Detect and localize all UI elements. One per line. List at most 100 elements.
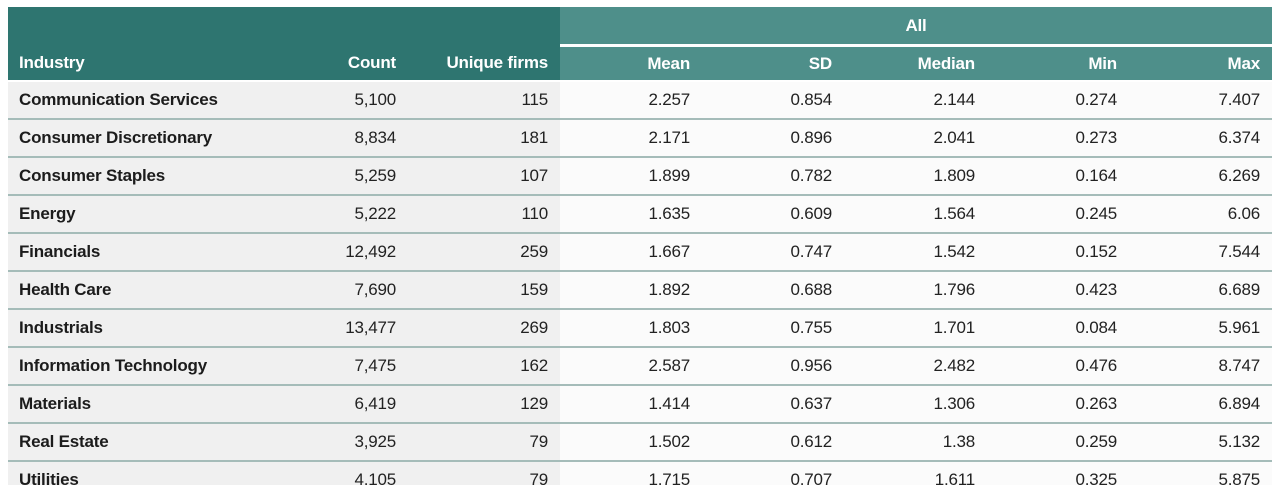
column-header-median: Median [844, 45, 987, 82]
cell-sd: 0.688 [702, 270, 844, 309]
cell-max: 7.544 [1129, 232, 1273, 271]
cell-unique-firms: 159 [408, 270, 560, 309]
cell-min: 0.274 [987, 81, 1129, 119]
cell-count: 5,259 [256, 156, 408, 195]
cell-sd: 0.609 [702, 194, 844, 233]
cell-unique-firms: 79 [408, 460, 560, 485]
column-header-mean: Mean [560, 45, 702, 82]
cell-industry: Consumer Discretionary [8, 118, 256, 157]
cell-mean: 1.667 [560, 232, 702, 271]
header-left-spacer [8, 7, 560, 46]
cell-max: 5.875 [1129, 460, 1273, 485]
cell-max: 6.06 [1129, 194, 1273, 233]
cell-industry: Real Estate [8, 422, 256, 461]
cell-count: 8,834 [256, 118, 408, 157]
cell-mean: 1.502 [560, 422, 702, 461]
cell-industry: Materials [8, 384, 256, 423]
table-row: Communication Services 5,100 115 2.257 0… [8, 81, 1273, 119]
table-row: Utilities 4,105 79 1.715 0.707 1.611 0.3… [8, 460, 1273, 485]
cell-count: 12,492 [256, 232, 408, 271]
cell-sd: 0.612 [702, 422, 844, 461]
cell-max: 6.269 [1129, 156, 1273, 195]
table-body: Communication Services 5,100 115 2.257 0… [8, 81, 1273, 485]
column-header-max: Max [1129, 45, 1273, 82]
cell-sd: 0.956 [702, 346, 844, 385]
cell-mean: 2.587 [560, 346, 702, 385]
cell-min: 0.325 [987, 460, 1129, 485]
cell-unique-firms: 79 [408, 422, 560, 461]
cell-unique-firms: 110 [408, 194, 560, 233]
cell-min: 0.263 [987, 384, 1129, 423]
cell-mean: 1.899 [560, 156, 702, 195]
cell-sd: 0.854 [702, 81, 844, 119]
cell-count: 7,475 [256, 346, 408, 385]
cell-count: 5,222 [256, 194, 408, 233]
cell-median: 2.144 [844, 81, 987, 119]
cell-sd: 0.747 [702, 232, 844, 271]
cell-max: 6.374 [1129, 118, 1273, 157]
cell-unique-firms: 162 [408, 346, 560, 385]
column-header-industry: Industry [8, 45, 256, 82]
column-header-sd: SD [702, 45, 844, 82]
cell-unique-firms: 107 [408, 156, 560, 195]
cell-median: 1.809 [844, 156, 987, 195]
group-header-row: All [8, 7, 1273, 47]
cell-mean: 1.892 [560, 270, 702, 309]
cell-sd: 0.707 [702, 460, 844, 485]
cell-mean: 1.803 [560, 308, 702, 347]
cell-mean: 2.257 [560, 81, 702, 119]
cell-median: 2.482 [844, 346, 987, 385]
column-header-min: Min [987, 45, 1129, 82]
cell-unique-firms: 129 [408, 384, 560, 423]
cell-median: 1.38 [844, 422, 987, 461]
cell-max: 6.689 [1129, 270, 1273, 309]
cell-median: 1.306 [844, 384, 987, 423]
cell-mean: 1.635 [560, 194, 702, 233]
table-row: Financials 12,492 259 1.667 0.747 1.542 … [8, 232, 1273, 271]
table-row: Energy 5,222 110 1.635 0.609 1.564 0.245… [8, 194, 1273, 233]
cell-min: 0.164 [987, 156, 1129, 195]
cell-median: 1.701 [844, 308, 987, 347]
group-header-all: All [560, 7, 1273, 47]
cell-industry: Consumer Staples [8, 156, 256, 195]
cell-median: 1.542 [844, 232, 987, 271]
cell-max: 5.961 [1129, 308, 1273, 347]
cell-industry: Health Care [8, 270, 256, 309]
industry-stats-table: All Industry Count Unique firms Mean SD … [8, 7, 1273, 485]
cell-max: 5.132 [1129, 422, 1273, 461]
table-row: Health Care 7,690 159 1.892 0.688 1.796 … [8, 270, 1273, 309]
cell-max: 6.894 [1129, 384, 1273, 423]
cell-sd: 0.755 [702, 308, 844, 347]
cell-mean: 1.715 [560, 460, 702, 485]
cell-unique-firms: 115 [408, 81, 560, 119]
table-row: Real Estate 3,925 79 1.502 0.612 1.38 0.… [8, 422, 1273, 461]
table-row: Consumer Staples 5,259 107 1.899 0.782 1… [8, 156, 1273, 195]
cell-industry: Energy [8, 194, 256, 233]
cell-median: 1.611 [844, 460, 987, 485]
column-header-count: Count [256, 45, 408, 82]
cell-min: 0.084 [987, 308, 1129, 347]
column-header-row: Industry Count Unique firms Mean SD Medi… [8, 45, 1273, 82]
cell-industry: Information Technology [8, 346, 256, 385]
cell-industry: Industrials [8, 308, 256, 347]
cell-max: 7.407 [1129, 81, 1273, 119]
cell-unique-firms: 259 [408, 232, 560, 271]
table-row: Industrials 13,477 269 1.803 0.755 1.701… [8, 308, 1273, 347]
cell-count: 6,419 [256, 384, 408, 423]
cell-sd: 0.782 [702, 156, 844, 195]
cell-min: 0.476 [987, 346, 1129, 385]
cell-median: 1.796 [844, 270, 987, 309]
cell-industry: Utilities [8, 460, 256, 485]
cell-median: 1.564 [844, 194, 987, 233]
cell-median: 2.041 [844, 118, 987, 157]
cell-industry: Communication Services [8, 81, 256, 119]
cell-unique-firms: 269 [408, 308, 560, 347]
cell-min: 0.273 [987, 118, 1129, 157]
table-row: Information Technology 7,475 162 2.587 0… [8, 346, 1273, 385]
cell-min: 0.152 [987, 232, 1129, 271]
cell-sd: 0.637 [702, 384, 844, 423]
cell-mean: 1.414 [560, 384, 702, 423]
column-header-unique-firms: Unique firms [408, 45, 560, 82]
table-row: Materials 6,419 129 1.414 0.637 1.306 0.… [8, 384, 1273, 423]
